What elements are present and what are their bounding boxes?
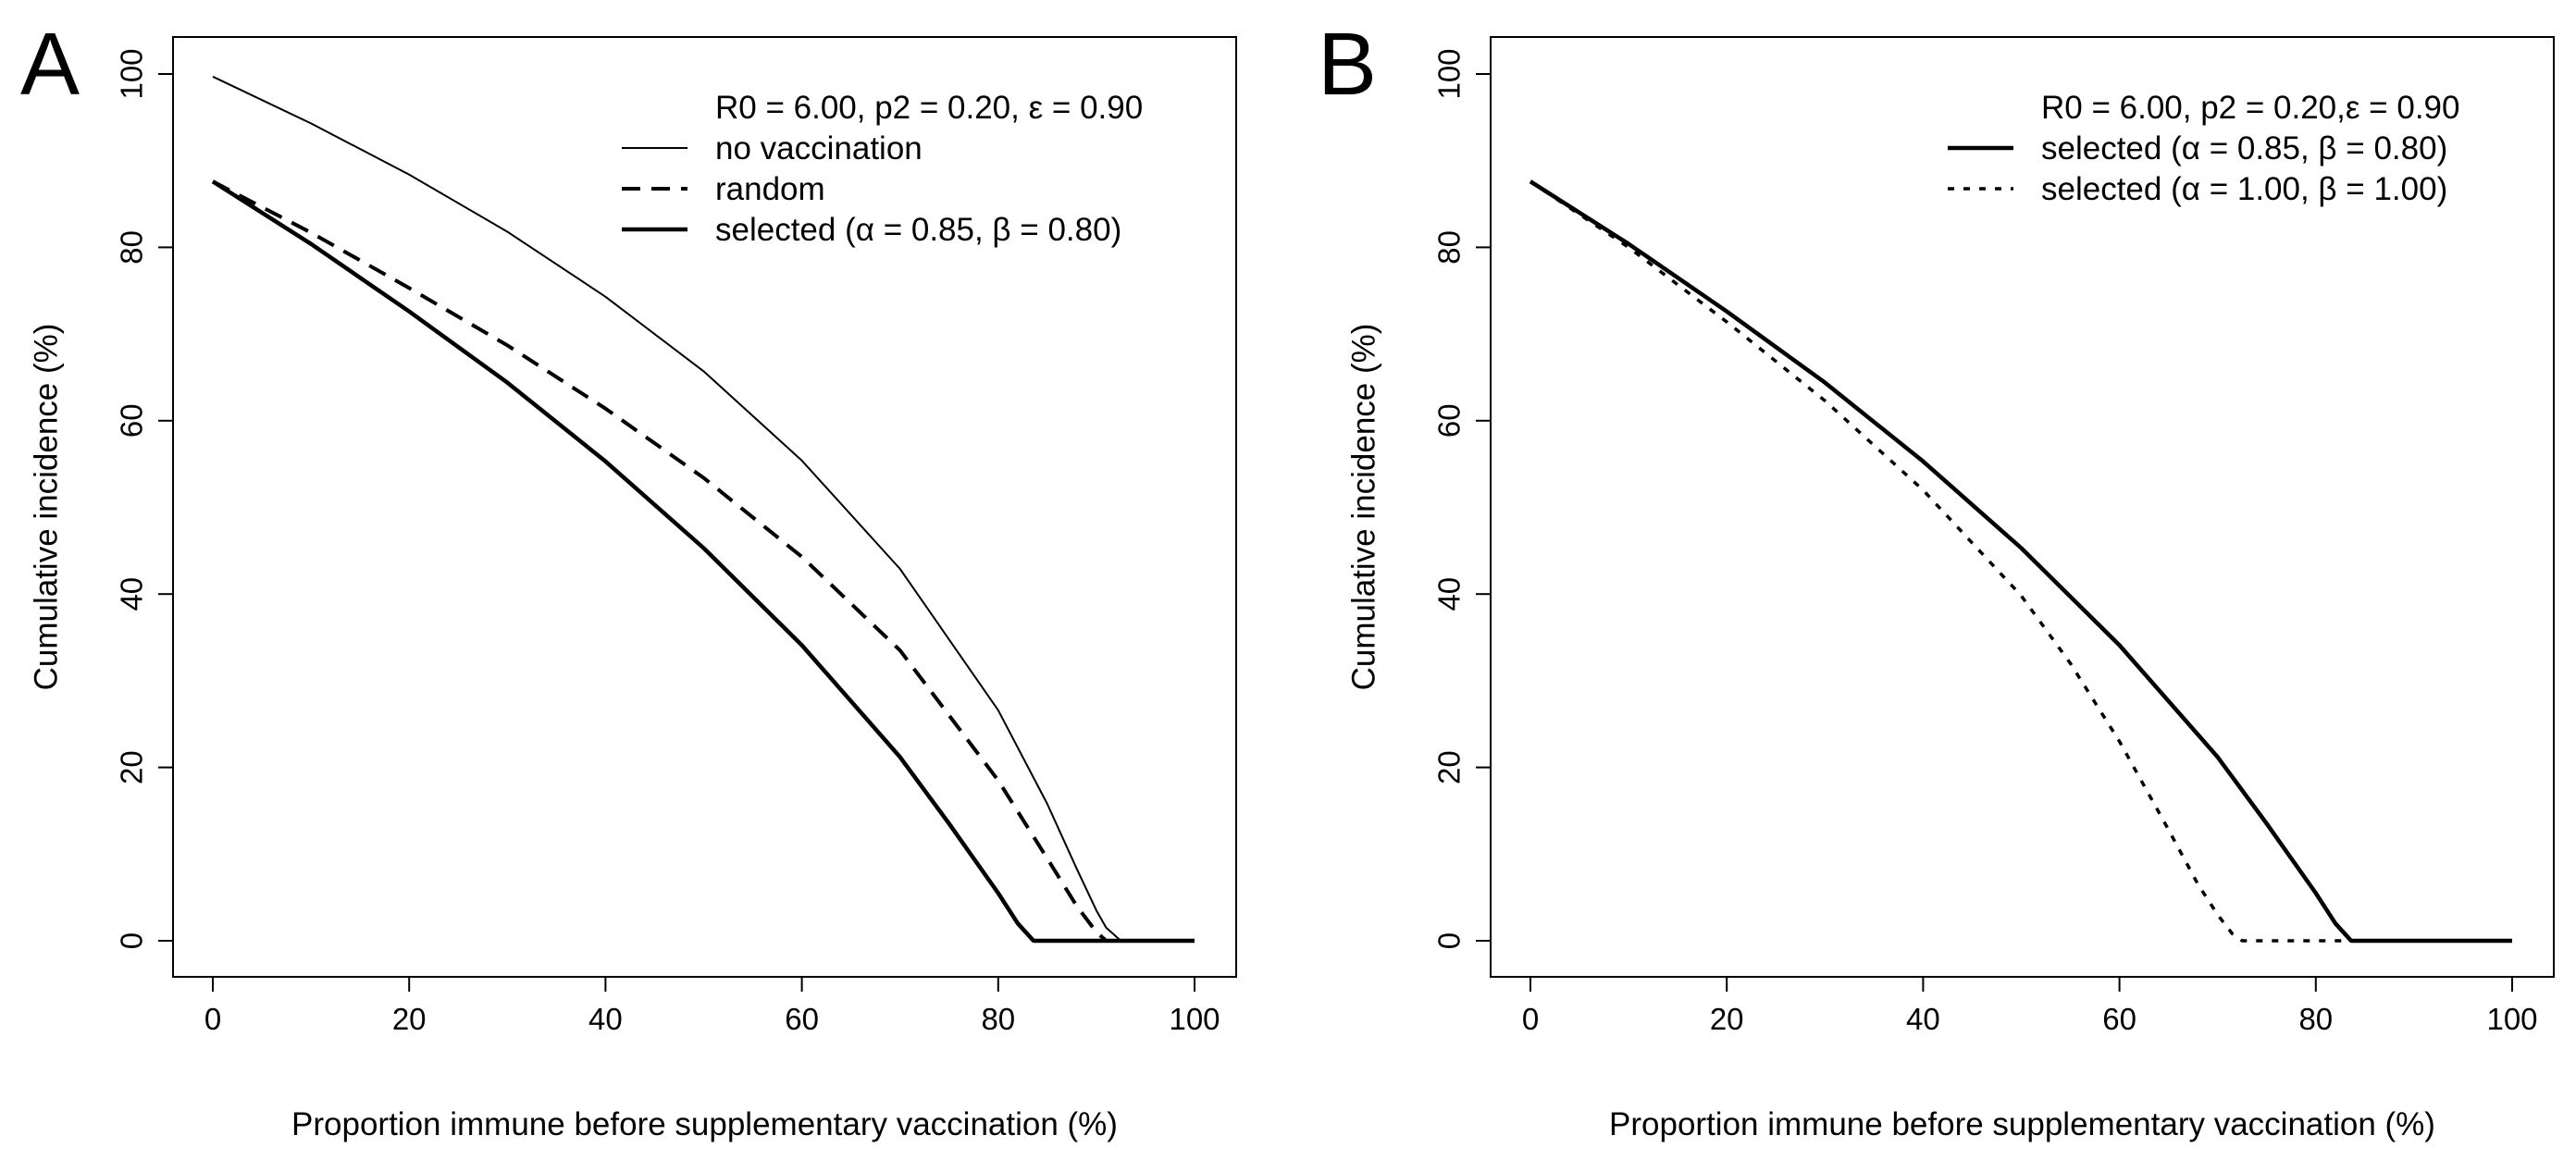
- legend-entry-label: selected (α = 1.00, β = 1.00): [2041, 171, 2447, 207]
- x-tick-label: 80: [2298, 1002, 2333, 1036]
- legend-entry-label: selected (α = 0.85, β = 0.80): [2041, 130, 2447, 167]
- x-tick-label: 0: [1522, 1002, 1539, 1036]
- legend-title: R0 = 6.00, p2 = 0.20, ε = 0.90: [715, 90, 1143, 126]
- y-axis-title: Cumulative incidence (%): [29, 324, 65, 691]
- y-tick-label: 40: [1432, 577, 1467, 611]
- y-tick-label: 80: [115, 230, 149, 265]
- x-tick-label: 0: [204, 1002, 221, 1036]
- chart-panel-a: A 0 20 40 60 80 100 0 20 40 60 80 100 Proportion immu…: [20, 15, 1237, 1142]
- x-tick-label: 60: [785, 1002, 819, 1036]
- plot-frame: [172, 36, 1237, 978]
- legend-title: R0 = 6.00, p2 = 0.20,ε = 0.90: [2041, 90, 2459, 126]
- y-tick-label: 80: [1432, 230, 1467, 265]
- x-tick-label: 80: [981, 1002, 1015, 1036]
- y-tick-label: 60: [1432, 403, 1467, 438]
- series-line-solid-thick-2: [211, 179, 1195, 944]
- series-line-dashed-1: [212, 179, 1195, 943]
- y-tick-label: 0: [1432, 932, 1467, 949]
- legend-entry-label: random: [715, 171, 825, 207]
- y-axis-title: Cumulative incidence (%): [1346, 324, 1382, 691]
- y-tick-label: 60: [115, 403, 149, 438]
- chart-panel-b: B 0 20 40 60 80 100 0 20 40 60 80 100 Proportion immu…: [1318, 15, 2555, 1142]
- x-axis-title: Proportion immune before supplementary v…: [291, 1106, 1118, 1142]
- y-tick-label: 20: [115, 750, 149, 784]
- y-tick-label: 100: [1432, 48, 1467, 99]
- y-tick-label: 20: [1432, 750, 1467, 784]
- x-tick-label: 40: [1906, 1002, 1940, 1036]
- x-axis-title: Proportion immune before supplementary v…: [1609, 1106, 2435, 1142]
- x-tick-label: 40: [588, 1002, 623, 1036]
- x-tick-label: 100: [1169, 1002, 1220, 1036]
- series-line-solid-thin-0: [212, 75, 1195, 942]
- series-line-dotted-1: [1530, 179, 2512, 943]
- series-line-solid-thick-0: [1529, 179, 2512, 944]
- y-tick-label: 0: [115, 932, 149, 949]
- x-tick-label: 20: [1710, 1002, 1744, 1036]
- legend-entry-label: no vaccination: [715, 130, 923, 167]
- panel-letter: A: [20, 15, 80, 114]
- y-tick-label: 100: [115, 48, 149, 99]
- panel-letter: B: [1318, 15, 1377, 114]
- x-tick-label: 100: [2486, 1002, 2537, 1036]
- x-tick-label: 20: [392, 1002, 427, 1036]
- plot-frame: [1490, 36, 2555, 978]
- x-tick-label: 60: [2102, 1002, 2136, 1036]
- y-tick-label: 40: [115, 577, 149, 611]
- legend-entry-label: selected (α = 0.85, β = 0.80): [715, 212, 1121, 248]
